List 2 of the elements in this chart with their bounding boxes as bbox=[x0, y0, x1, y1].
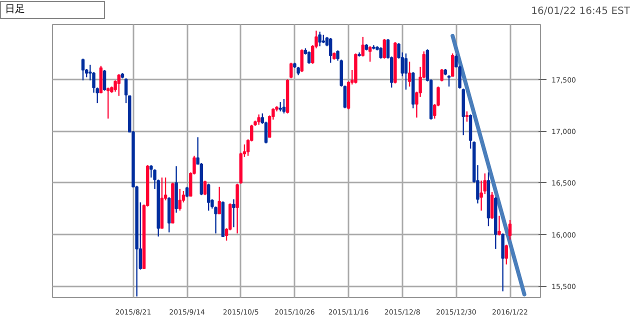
text: 日足 bbox=[0, 1, 105, 20]
text: 16/01/22 16:45 EST bbox=[531, 5, 630, 19]
